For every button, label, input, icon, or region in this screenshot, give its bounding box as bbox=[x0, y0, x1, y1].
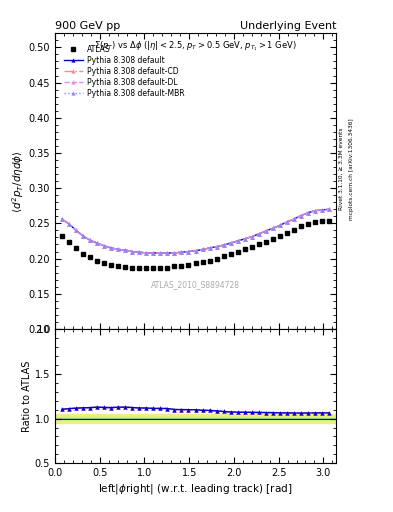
Text: 900 GeV pp: 900 GeV pp bbox=[55, 21, 120, 31]
Text: $\Sigma(p_T)$ vs $\Delta\phi$ ($|\eta| < 2.5$, $p_T > 0.5$ GeV, $p_{T_1} > 1$ Ge: $\Sigma(p_T)$ vs $\Delta\phi$ ($|\eta| <… bbox=[94, 39, 297, 53]
Text: Underlying Event: Underlying Event bbox=[239, 21, 336, 31]
X-axis label: left|$\phi$right| (w.r.t. leading track) [rad]: left|$\phi$right| (w.r.t. leading track)… bbox=[98, 482, 293, 497]
Bar bbox=[55, 414, 336, 423]
Text: Rivet 3.1.10, ≥ 3.3M events: Rivet 3.1.10, ≥ 3.3M events bbox=[339, 127, 343, 210]
Text: ATLAS_2010_S8894728: ATLAS_2010_S8894728 bbox=[151, 280, 240, 289]
Legend: ATLAS, Pythia 8.308 default, Pythia 8.308 default-CD, Pythia 8.308 default-DL, P: ATLAS, Pythia 8.308 default, Pythia 8.30… bbox=[62, 43, 187, 100]
Y-axis label: $\langle d^2 p_T / d\eta d\phi \rangle$: $\langle d^2 p_T / d\eta d\phi \rangle$ bbox=[10, 150, 26, 212]
Text: mcplots.cern.ch [arXiv:1306.3436]: mcplots.cern.ch [arXiv:1306.3436] bbox=[349, 118, 354, 220]
Bar bbox=[55, 418, 336, 419]
Y-axis label: Ratio to ATLAS: Ratio to ATLAS bbox=[22, 360, 32, 432]
